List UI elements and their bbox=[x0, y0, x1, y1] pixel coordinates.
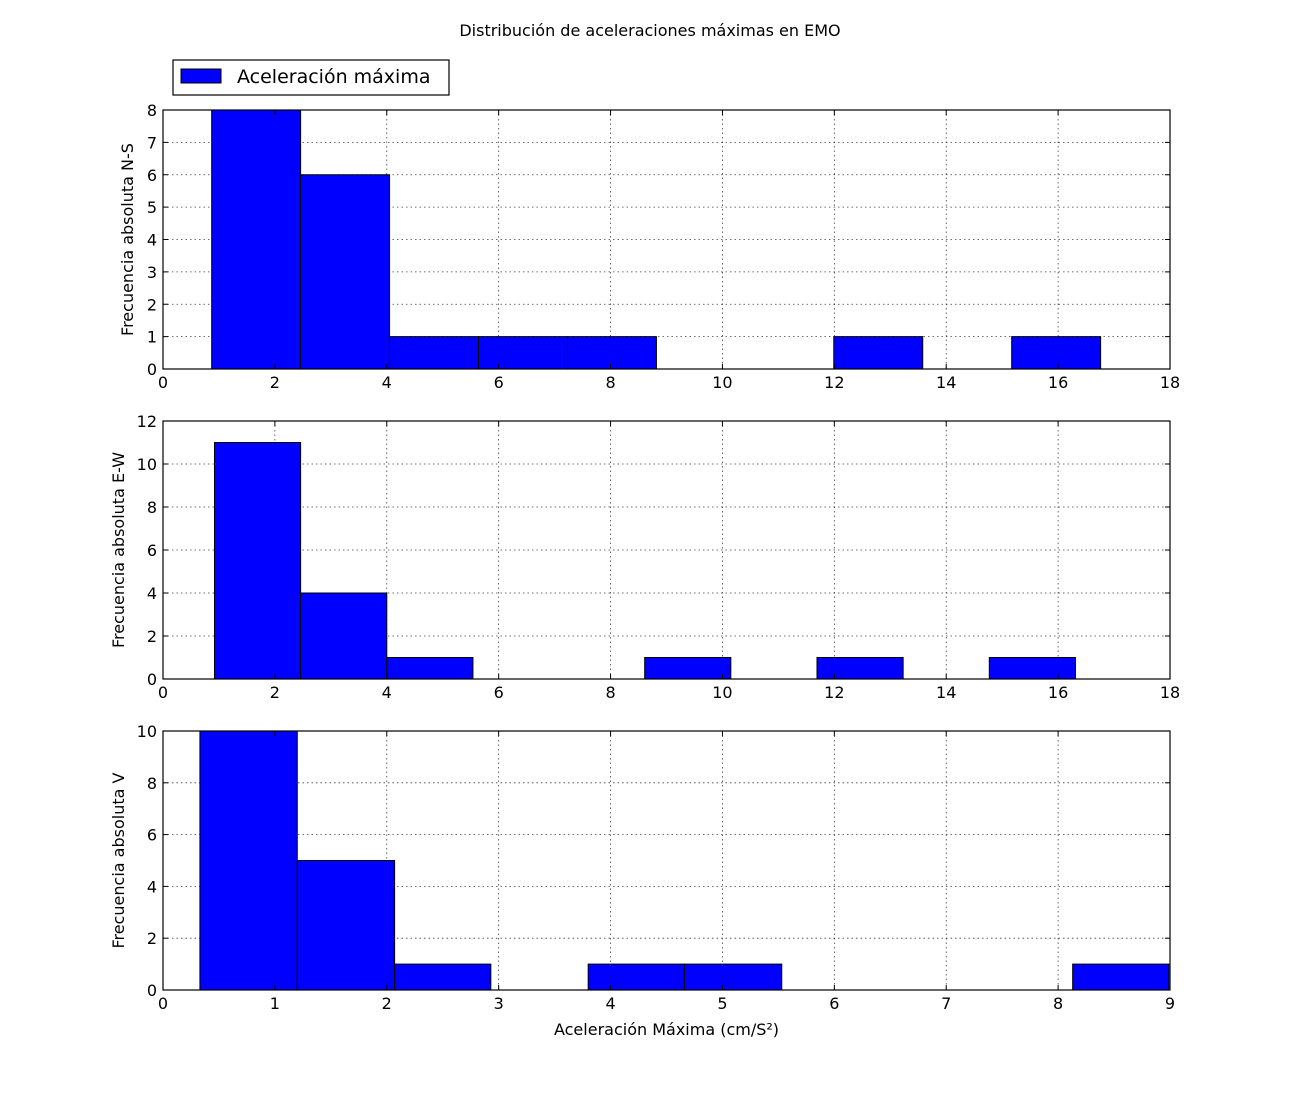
v-bar-3 bbox=[587, 963, 685, 991]
v-xtick-label-6: 6 bbox=[829, 994, 839, 1013]
ew-xtick-label-3: 6 bbox=[494, 683, 504, 702]
ew-xtick-label-2: 4 bbox=[382, 683, 392, 702]
ns-bar-1 bbox=[300, 174, 391, 370]
panel-ew: 0 2 4 6 8 10 12 14 16 18 0 2 4 6 8 10 12 Frecuencia absol… bbox=[109, 412, 1180, 702]
ew-ytick-label-3: 6 bbox=[147, 541, 157, 560]
v-ytick-label-5: 10 bbox=[137, 722, 157, 741]
ew-xtick-label-1: 2 bbox=[270, 683, 280, 702]
ns-xtick-label-0: 0 bbox=[158, 373, 168, 392]
ew-xtick-label-9: 18 bbox=[1160, 683, 1180, 702]
v-xtick-label-4: 4 bbox=[605, 994, 615, 1013]
ew-xtick-label-6: 12 bbox=[824, 683, 844, 702]
ns-xtick-label-7: 14 bbox=[936, 373, 956, 392]
v-xtick-label-8: 8 bbox=[1053, 994, 1063, 1013]
ns-ylabel: Frecuencia absoluta N-S bbox=[118, 143, 137, 336]
ew-ylabel: Frecuencia absoluta E-W bbox=[109, 452, 128, 648]
ns-bar-3 bbox=[478, 336, 568, 370]
v-bar-1 bbox=[296, 860, 396, 991]
v-ytick-label-2: 4 bbox=[147, 877, 157, 896]
v-xtick-label-1: 1 bbox=[270, 994, 280, 1013]
ns-bar-6 bbox=[1011, 336, 1102, 370]
v-xtick-label-0: 0 bbox=[158, 994, 168, 1013]
v-bar-2 bbox=[394, 963, 492, 991]
ns-ytick-label-8: 8 bbox=[147, 101, 157, 120]
ew-ytick-label-2: 4 bbox=[147, 584, 157, 603]
legend-swatch bbox=[180, 68, 222, 84]
v-ytick-label-3: 6 bbox=[147, 826, 157, 845]
ns-xtick-label-4: 8 bbox=[605, 373, 615, 392]
figure-title: Distribución de aceleraciones máximas en… bbox=[459, 21, 840, 40]
v-ytick-label-0: 0 bbox=[147, 981, 157, 1000]
v-xlabel: Aceleración Máxima (cm/S²) bbox=[554, 1020, 779, 1039]
ns-xtick-label-9: 18 bbox=[1160, 373, 1180, 392]
v-ytick-label-4: 8 bbox=[147, 774, 157, 793]
ns-ytick-label-3: 3 bbox=[147, 263, 157, 282]
ns-xtick-label-8: 16 bbox=[1048, 373, 1068, 392]
ew-bar-5 bbox=[988, 657, 1076, 680]
legend: Aceleración máxima bbox=[172, 59, 450, 96]
ns-ytick-label-7: 7 bbox=[147, 133, 157, 152]
ew-bar-2 bbox=[386, 657, 474, 680]
v-xtick-label-9: 9 bbox=[1165, 994, 1175, 1013]
ew-xtick-label-0: 0 bbox=[158, 683, 168, 702]
ns-xtick-label-2: 4 bbox=[382, 373, 392, 392]
ns-ytick-label-0: 0 bbox=[147, 360, 157, 379]
v-bar-5 bbox=[1072, 963, 1170, 991]
v-xtick-label-3: 3 bbox=[494, 994, 504, 1013]
v-xtick-label-2: 2 bbox=[382, 994, 392, 1013]
ns-xtick-label-1: 2 bbox=[270, 373, 280, 392]
ew-ytick-label-4: 8 bbox=[147, 498, 157, 517]
ns-ytick-label-1: 1 bbox=[147, 328, 157, 347]
ns-ytick-label-6: 6 bbox=[147, 166, 157, 185]
ns-bar-2 bbox=[389, 336, 480, 370]
ns-ytick-label-5: 5 bbox=[147, 198, 157, 217]
ns-ytick-label-4: 4 bbox=[147, 231, 157, 250]
v-bar-0 bbox=[199, 730, 298, 991]
ns-bar-5 bbox=[833, 336, 924, 370]
ns-xtick-label-5: 10 bbox=[712, 373, 732, 392]
panel-v: 0 1 2 3 4 5 6 7 8 9 0 2 4 6 8 10 Frecuencia absoluta V Ac… bbox=[109, 722, 1175, 1039]
ew-bar-0 bbox=[213, 442, 302, 680]
ew-bar-4 bbox=[816, 657, 904, 680]
v-xtick-label-7: 7 bbox=[941, 994, 951, 1013]
legend-label: Aceleración máxima bbox=[237, 66, 430, 88]
ns-xtick-label-6: 12 bbox=[824, 373, 844, 392]
ew-bar-1 bbox=[300, 592, 388, 680]
v-ylabel: Frecuencia absoluta V bbox=[109, 772, 128, 948]
ew-bar-3 bbox=[644, 657, 732, 680]
ew-ytick-label-5: 10 bbox=[137, 455, 157, 474]
ns-bar-4 bbox=[566, 336, 657, 370]
ew-ytick-label-6: 12 bbox=[137, 412, 157, 431]
ew-xtick-label-4: 8 bbox=[605, 683, 615, 702]
ew-xtick-label-8: 16 bbox=[1048, 683, 1068, 702]
ew-xtick-label-7: 14 bbox=[936, 683, 956, 702]
v-axes-frame bbox=[162, 730, 1171, 991]
ns-xtick-label-3: 6 bbox=[494, 373, 504, 392]
ew-ytick-label-1: 2 bbox=[147, 627, 157, 646]
v-xtick-label-5: 5 bbox=[717, 994, 727, 1013]
ew-ytick-label-0: 0 bbox=[147, 670, 157, 689]
v-ytick-label-1: 2 bbox=[147, 929, 157, 948]
ns-bar-0 bbox=[211, 109, 302, 370]
ns-ytick-label-2: 2 bbox=[147, 295, 157, 314]
ew-xtick-label-5: 10 bbox=[712, 683, 732, 702]
v-bar-4 bbox=[683, 963, 783, 991]
